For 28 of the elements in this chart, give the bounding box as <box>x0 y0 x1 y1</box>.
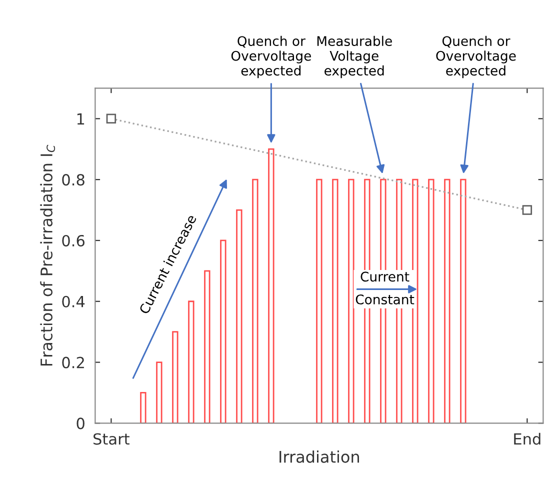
bar <box>316 178 322 424</box>
y-tick-label: 0 <box>76 418 84 430</box>
bar <box>156 362 162 424</box>
y-tick-label: 0.2 <box>62 356 84 368</box>
x-tick-label: End <box>514 432 540 445</box>
text: Quench or Overvoltage expected <box>436 36 516 78</box>
bar <box>204 270 210 424</box>
text: Measurable Voltage expected <box>317 36 392 78</box>
bar <box>444 178 450 424</box>
bar <box>332 178 338 424</box>
x-tick-label: Start <box>94 433 130 445</box>
y-tick-label: 0.8 <box>62 174 84 186</box>
bar <box>140 392 146 424</box>
y-tick-label: 0.6 <box>62 234 84 246</box>
bar <box>268 148 274 424</box>
bar <box>220 240 226 424</box>
bar <box>252 178 258 424</box>
x-axis-title: Irradiation <box>280 450 359 463</box>
y-tick-label: 1 <box>77 113 84 124</box>
bar <box>236 209 242 424</box>
bar <box>172 331 178 424</box>
bar <box>188 300 194 424</box>
y-axis-title: Fraction of Pre-irradiation I$_{C}$ <box>40 144 56 366</box>
annotation: Quench or Overvoltage expected <box>231 36 311 78</box>
bar <box>428 178 434 424</box>
y-tick-label: 0.4 <box>62 296 85 308</box>
bar <box>460 178 466 424</box>
annotation: Current Constant <box>356 272 414 304</box>
